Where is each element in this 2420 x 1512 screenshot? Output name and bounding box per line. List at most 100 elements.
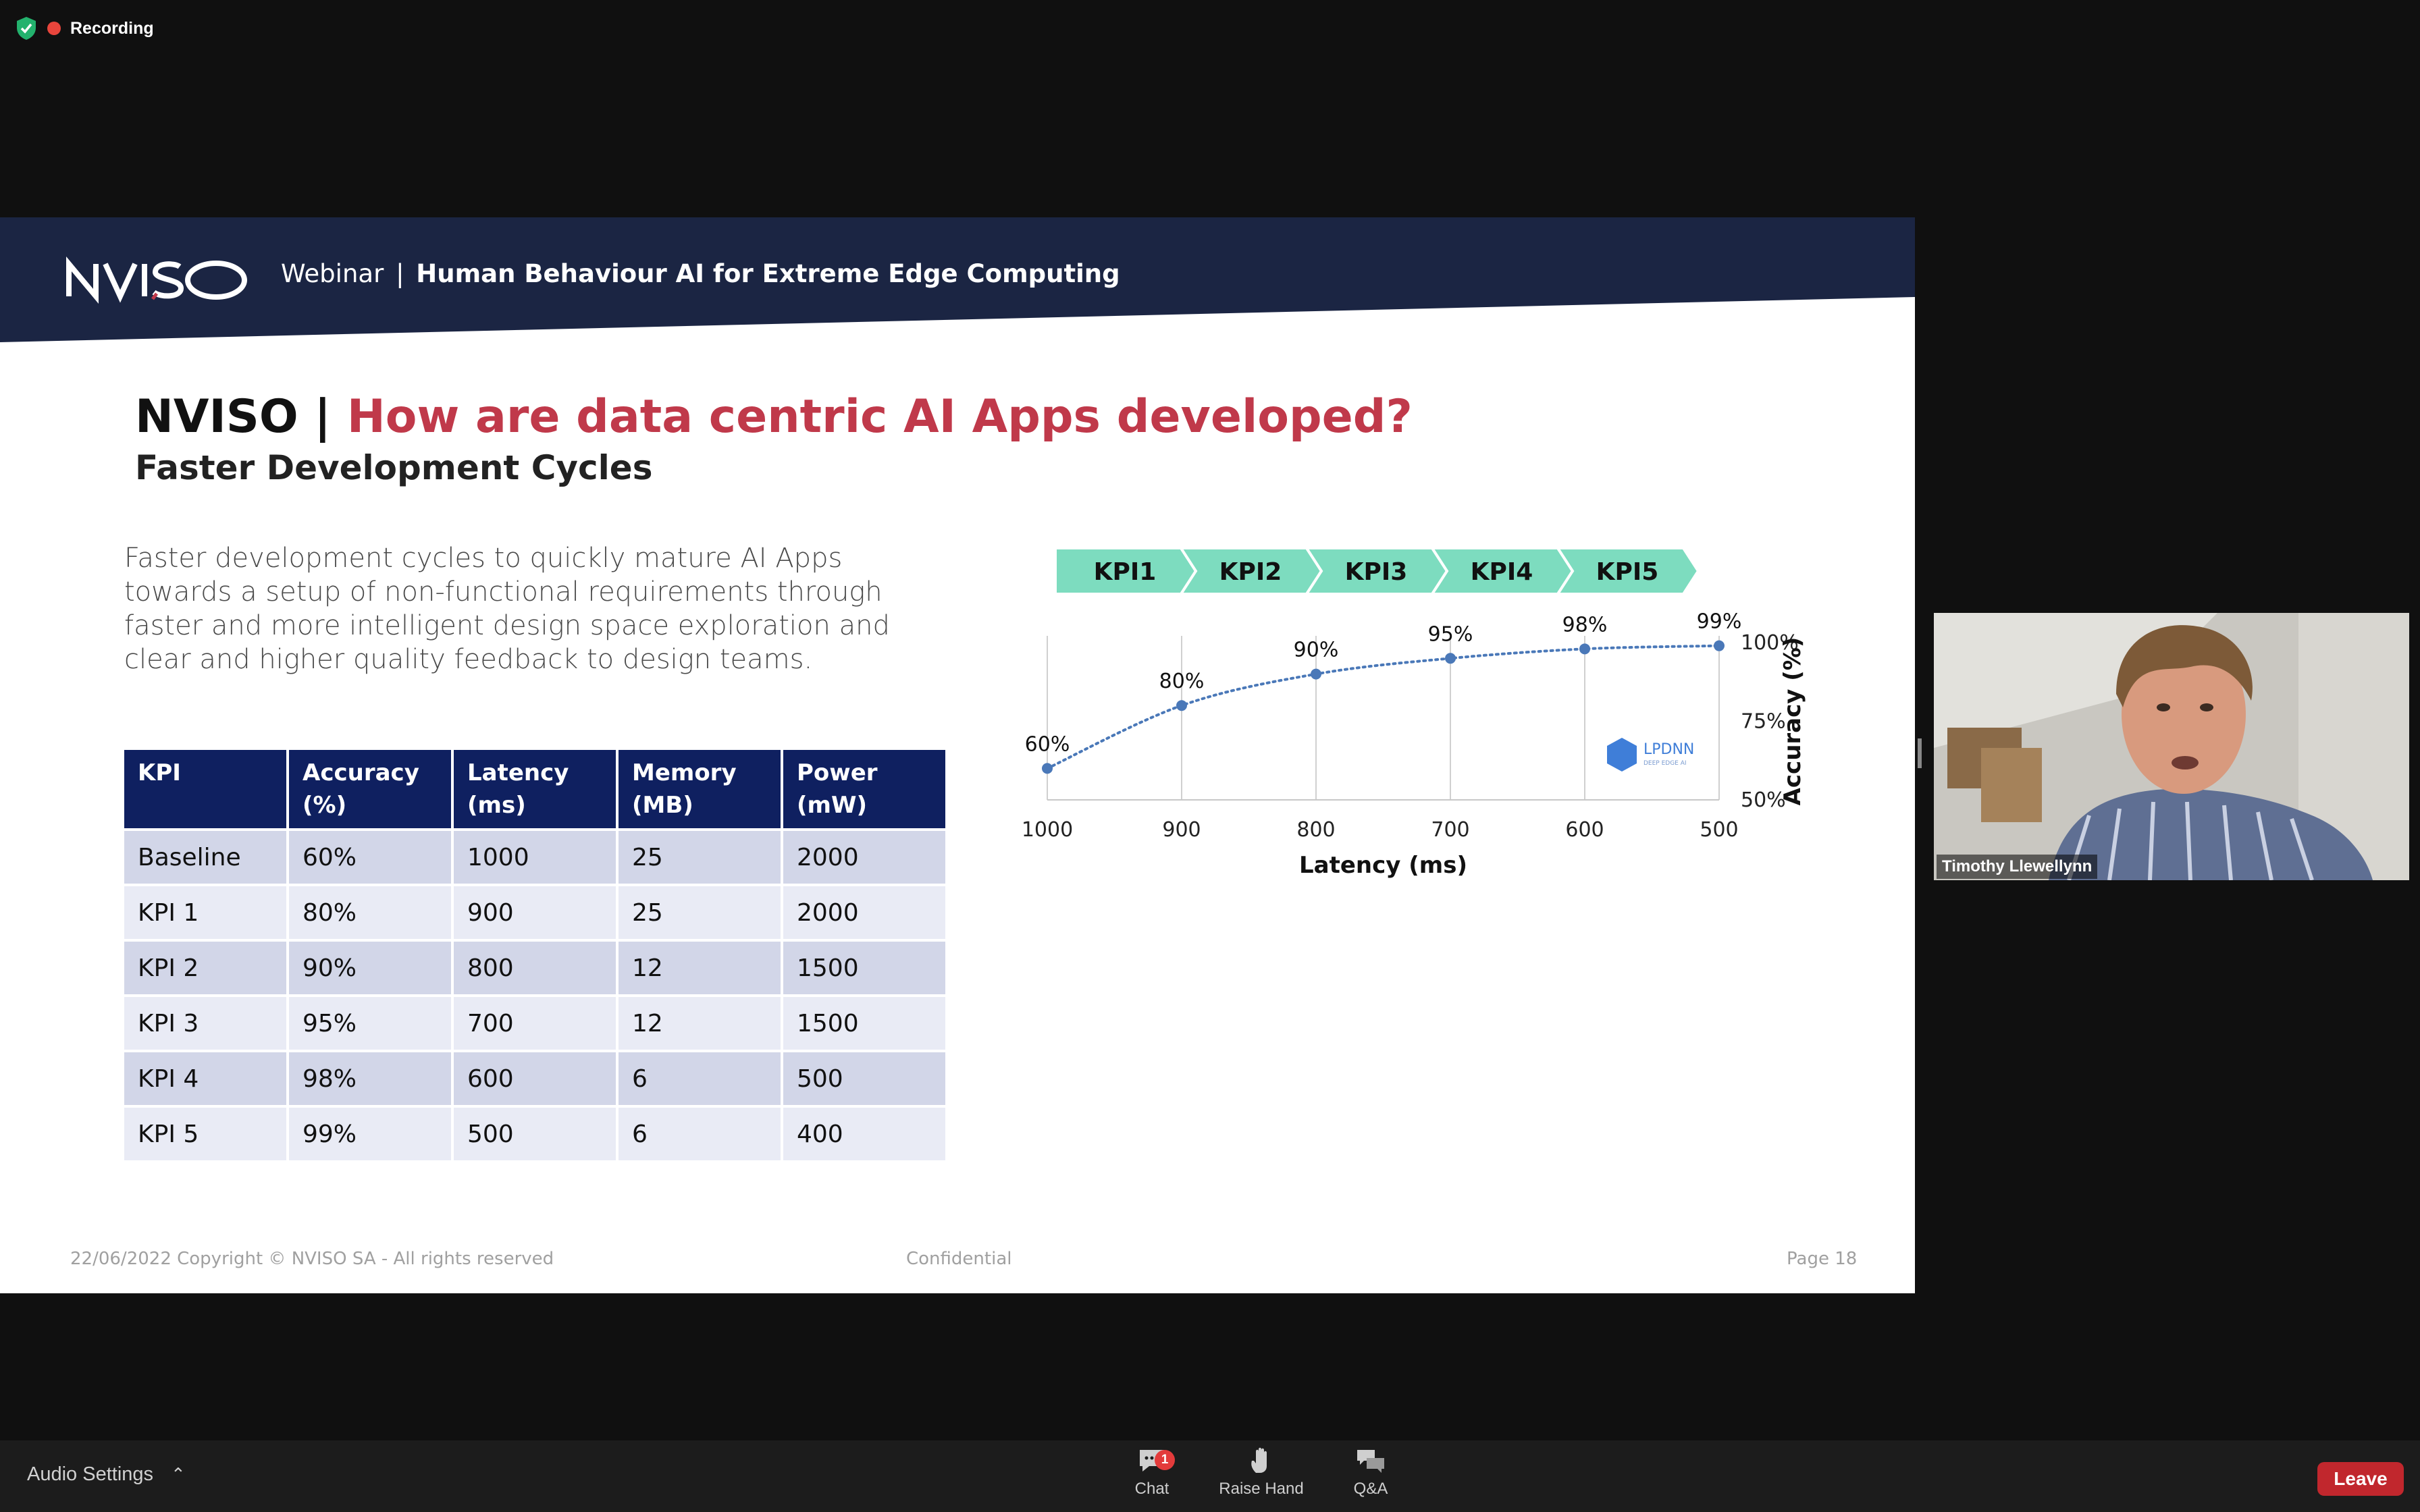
x-tick-label: 800 xyxy=(1296,818,1335,842)
slide-subtitle: Faster Development Cycles xyxy=(135,448,653,487)
header-kpi: KPI xyxy=(124,750,286,828)
shared-slide: Webinar | Human Behaviour AI for Extreme… xyxy=(0,217,1915,1293)
shield-check-icon xyxy=(17,17,36,40)
qa-label: Q&A xyxy=(1353,1480,1388,1498)
kpi-stage-chevron xyxy=(1555,547,1700,595)
table-cell: 900 xyxy=(454,886,616,939)
footer-page-number: Page 18 xyxy=(1787,1249,1858,1269)
qa-icon xyxy=(1357,1450,1384,1473)
data-point xyxy=(1714,640,1725,651)
data-label: 98% xyxy=(1562,613,1608,637)
x-tick-label: 600 xyxy=(1565,818,1604,842)
raise-hand-icon xyxy=(1251,1447,1267,1473)
title-highlight: How are data centric AI Apps developed? xyxy=(346,390,1413,443)
table-row: KPI 4 98% 600 6 500 xyxy=(124,1052,945,1105)
table-header-row: KPI Accuracy (%) Latency (ms) Memory (MB) P… xyxy=(124,750,945,828)
y-axis-label: Accuracy (%) xyxy=(1779,637,1806,806)
table-cell: KPI 5 xyxy=(124,1108,286,1160)
y-tick-label: 50% xyxy=(1741,788,1786,812)
table-cell: 500 xyxy=(783,1052,945,1105)
table-cell: 1500 xyxy=(783,997,945,1050)
data-label: 90% xyxy=(1294,639,1339,662)
qa-button[interactable]: Q&A xyxy=(1323,1447,1418,1508)
audio-settings-button[interactable]: Audio Settings xyxy=(27,1463,154,1485)
kpi-stage-label: KPI5 xyxy=(1596,558,1659,586)
recording-dot xyxy=(47,22,61,35)
slide-banner xyxy=(0,217,1915,342)
kpi-stage-label: KPI2 xyxy=(1219,558,1282,586)
x-tick-label: 900 xyxy=(1162,818,1201,842)
table-cell: 25 xyxy=(619,831,781,884)
table-cell: KPI 1 xyxy=(124,886,286,939)
data-point xyxy=(1311,668,1321,680)
recording-label: Recording xyxy=(70,18,154,38)
kpi-stage-label: KPI4 xyxy=(1471,558,1533,586)
accuracy-latency-chart: KPI1 KPI2 KPI3 KPI4 KPI5 1000 900 800 700 600 5005… xyxy=(1022,547,1806,879)
lpdnn-logo-text: LPDNN xyxy=(1643,741,1694,758)
title-separator: | xyxy=(314,390,332,443)
chat-unread-badge: 1 xyxy=(1155,1450,1175,1470)
y-tick-label: 100% xyxy=(1741,631,1799,655)
footer-confidential: Confidential xyxy=(906,1249,1012,1269)
header-latency: Latency (ms) xyxy=(454,750,616,828)
header-power: Power (mW) xyxy=(783,750,945,828)
table-cell: 500 xyxy=(454,1108,616,1160)
banner-separator: | xyxy=(396,259,404,288)
panel-resize-handle[interactable] xyxy=(1918,738,1922,768)
table-cell: 2000 xyxy=(783,886,945,939)
table-cell: 99% xyxy=(289,1108,451,1160)
header-accuracy: Accuracy (%) xyxy=(289,750,451,828)
footer-copyright: 22/06/2022 Copyright © NVISO SA - All ri… xyxy=(70,1249,554,1269)
lpdnn-logo-subtext: DEEP EDGE AI xyxy=(1643,760,1687,767)
audio-settings-control[interactable]: Audio Settings ⌃ xyxy=(27,1463,186,1486)
table-cell: 12 xyxy=(619,997,781,1050)
data-label: 80% xyxy=(1159,670,1205,693)
participant-video[interactable] xyxy=(1934,613,2409,880)
table-cell: KPI 2 xyxy=(124,942,286,994)
chevron-up-icon[interactable]: ⌃ xyxy=(171,1464,186,1484)
table-cell: 95% xyxy=(289,997,451,1050)
title-brand: NVISO xyxy=(135,390,298,443)
table-cell: 800 xyxy=(454,942,616,994)
table-cell: Baseline xyxy=(124,831,286,884)
x-axis-label: Latency (ms) xyxy=(1299,852,1467,879)
raise-hand-button[interactable]: Raise Hand xyxy=(1214,1447,1309,1508)
leave-button[interactable]: Leave xyxy=(2317,1462,2404,1496)
series-line xyxy=(1046,644,1720,770)
nviso-logo xyxy=(66,256,247,304)
table-cell: 60% xyxy=(289,831,451,884)
chat-label: Chat xyxy=(1134,1480,1169,1498)
table-cell: 600 xyxy=(454,1052,616,1105)
recording-indicator[interactable]: Recording xyxy=(15,12,154,45)
table-row: KPI 2 90% 800 12 1500 xyxy=(124,942,945,994)
kpi-table: KPI Accuracy (%) Latency (ms) Memory (MB) P… xyxy=(122,747,948,1163)
table-cell: 700 xyxy=(454,997,616,1050)
table-row: KPI 3 95% 700 12 1500 xyxy=(124,997,945,1050)
data-point xyxy=(1445,653,1456,664)
webinar-label: Webinar xyxy=(281,259,384,288)
raise-hand-label: Raise Hand xyxy=(1219,1480,1304,1498)
kpi-stage-label: KPI3 xyxy=(1345,558,1408,586)
table-cell: KPI 4 xyxy=(124,1052,286,1105)
y-tick-label: 75% xyxy=(1741,710,1786,734)
participant-name: Timothy Llewellynn xyxy=(1937,855,2098,879)
table-cell: 6 xyxy=(619,1052,781,1105)
table-row: KPI 1 80% 900 25 2000 xyxy=(124,886,945,939)
table-row: KPI 5 99% 500 6 400 xyxy=(124,1108,945,1160)
slide-body-text: Faster development cycles to quickly mat… xyxy=(124,543,890,675)
data-label: 95% xyxy=(1428,622,1473,646)
table-cell: 25 xyxy=(619,886,781,939)
table-cell: 12 xyxy=(619,942,781,994)
webinar-banner-title: Webinar | Human Behaviour AI for Extreme… xyxy=(281,259,1120,288)
table-cell: 1500 xyxy=(783,942,945,994)
table-row: Baseline 60% 1000 25 2000 xyxy=(124,831,945,884)
x-tick-label: 700 xyxy=(1431,818,1469,842)
kpi-stage-label: KPI1 xyxy=(1094,558,1157,586)
header-memory: Memory (MB) xyxy=(619,750,781,828)
table-cell: 1000 xyxy=(454,831,616,884)
x-tick-label: 1000 xyxy=(1022,818,1073,842)
chat-button[interactable]: 1 Chat xyxy=(1105,1447,1199,1508)
data-point xyxy=(1176,700,1187,711)
data-label: 99% xyxy=(1697,610,1742,634)
table-cell: 400 xyxy=(783,1108,945,1160)
